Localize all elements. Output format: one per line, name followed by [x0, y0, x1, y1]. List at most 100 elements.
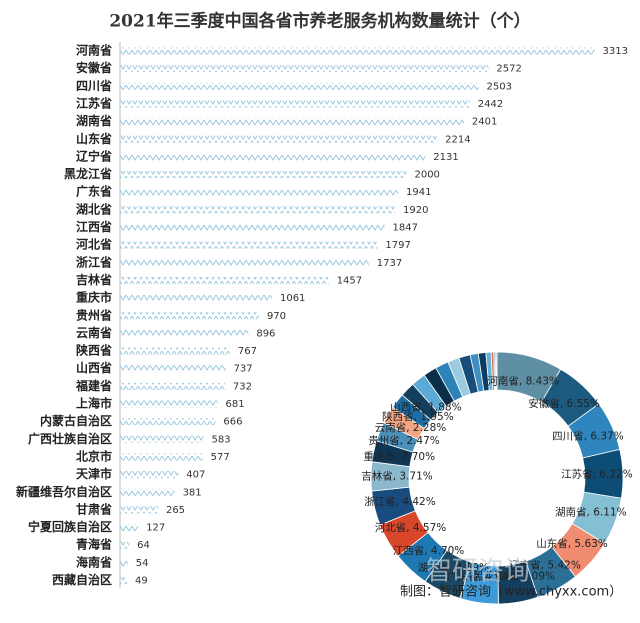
value-label: 381: [183, 487, 202, 498]
category-label: 云南省: [76, 325, 112, 340]
data-label: 安徽省, 6.55%: [528, 397, 600, 410]
category-label: 江西省: [76, 219, 112, 234]
value-label: 896: [256, 328, 275, 339]
data-label: 四川省, 6.37%: [552, 429, 624, 442]
category-label: 黑龙江省: [64, 166, 112, 181]
bar: [120, 365, 226, 373]
value-label: 2000: [414, 170, 439, 181]
data-label: 辽宁省, 5.42%: [509, 559, 581, 572]
data-label: 浙江省, 4.42%: [364, 495, 436, 508]
category-label: 重庆市: [76, 290, 112, 305]
bar: [120, 82, 479, 90]
value-label: 127: [146, 523, 165, 534]
value-label: 970: [267, 311, 286, 322]
value-label: 1737: [377, 258, 402, 269]
value-label: 407: [186, 470, 205, 481]
bar: [120, 206, 396, 214]
data-label: 山东省, 5.63%: [536, 537, 608, 550]
data-label: 贵州省, 2.47%: [368, 434, 440, 447]
bar: [120, 312, 259, 320]
value-label: 1920: [403, 205, 428, 216]
bar: [120, 559, 128, 567]
bar: [120, 577, 128, 584]
data-label: 重庆市, 2.70%: [364, 450, 436, 463]
bar: [120, 453, 203, 461]
value-label: 3313: [603, 46, 628, 57]
category-label: 内蒙古自治区: [40, 413, 112, 428]
category-label: 江苏省: [76, 95, 112, 110]
value-label: 2442: [478, 99, 503, 110]
data-label: 江苏省, 6.22%: [561, 468, 633, 481]
category-label: 贵州省: [76, 307, 112, 322]
bar: [120, 418, 216, 426]
chart-title: 2021年三季度中国各省市养老服务机构数量统计（个）: [109, 11, 530, 32]
data-label: 山西省, 1.88%: [390, 401, 462, 414]
category-label: 福建省: [75, 378, 112, 393]
category-label: 辽宁省: [76, 148, 112, 163]
category-label: 天津市: [76, 466, 112, 481]
data-label: 陕西省, 1.95%: [382, 410, 454, 423]
category-label: 广东省: [76, 184, 112, 199]
bar: [120, 100, 470, 108]
data-label: 黑龙江省, 5.09%: [473, 570, 555, 583]
value-label: 1941: [406, 187, 431, 198]
value-label: 2131: [433, 152, 458, 163]
value-label: 681: [226, 399, 245, 410]
bar: [120, 241, 378, 249]
value-label: 2214: [445, 134, 470, 145]
value-label: 1847: [393, 223, 418, 234]
bar: [120, 506, 158, 514]
data-label: 广东省, 4.94%: [447, 570, 519, 583]
bar: [120, 259, 369, 267]
data-label: 河北省, 4.57%: [375, 521, 447, 534]
category-label: 陕西省: [76, 343, 112, 358]
value-label: 583: [212, 434, 231, 445]
data-label: 吉林省, 3.71%: [361, 470, 433, 483]
category-label: 浙江省: [76, 254, 112, 269]
value-label: 732: [233, 381, 252, 392]
bar: [120, 382, 225, 390]
value-label: 1797: [385, 240, 410, 251]
value-label: 666: [223, 417, 242, 428]
value-label: 64: [137, 540, 150, 551]
category-label: 西藏自治区: [52, 572, 112, 587]
category-label: 四川省: [76, 78, 112, 93]
category-label: 新疆维吾尔自治区: [16, 484, 112, 499]
value-label: 49: [135, 576, 148, 587]
bar: [120, 276, 329, 284]
value-label: 2401: [472, 117, 497, 128]
donut-segment: [495, 351, 498, 391]
bar: [120, 65, 489, 73]
watermark: 智研咨询: [426, 557, 530, 587]
bar: [120, 329, 249, 337]
category-label: 安徽省: [76, 60, 112, 75]
value-label: 767: [238, 346, 257, 357]
value-label: 737: [234, 364, 253, 375]
bar: [120, 118, 464, 126]
category-label: 吉林省: [76, 272, 112, 287]
bar: [120, 347, 230, 355]
value-label: 265: [166, 505, 185, 516]
data-label: 河南省, 8.43%: [487, 374, 559, 387]
bar: [120, 435, 204, 443]
value-label: 1061: [280, 293, 305, 304]
bar: [120, 171, 407, 179]
category-label: 北京市: [76, 448, 112, 463]
value-label: 2572: [496, 64, 521, 75]
bar: [120, 47, 595, 55]
category-label: 上海市: [76, 396, 112, 411]
bar: [120, 524, 139, 532]
bar: [120, 188, 399, 196]
bar: [120, 135, 438, 143]
value-label: 54: [136, 558, 149, 569]
category-label: 宁夏回族自治区: [28, 519, 112, 534]
data-label: 湖北省, 4.89%: [417, 561, 489, 574]
data-label: 云南省, 2.28%: [375, 421, 447, 434]
category-label: 青海省: [76, 537, 112, 552]
category-label: 湖南省: [76, 113, 112, 128]
value-label: 2503: [487, 81, 512, 92]
value-label: 577: [211, 452, 230, 463]
category-label: 河北省: [75, 237, 112, 252]
category-label: 山东省: [76, 131, 112, 146]
